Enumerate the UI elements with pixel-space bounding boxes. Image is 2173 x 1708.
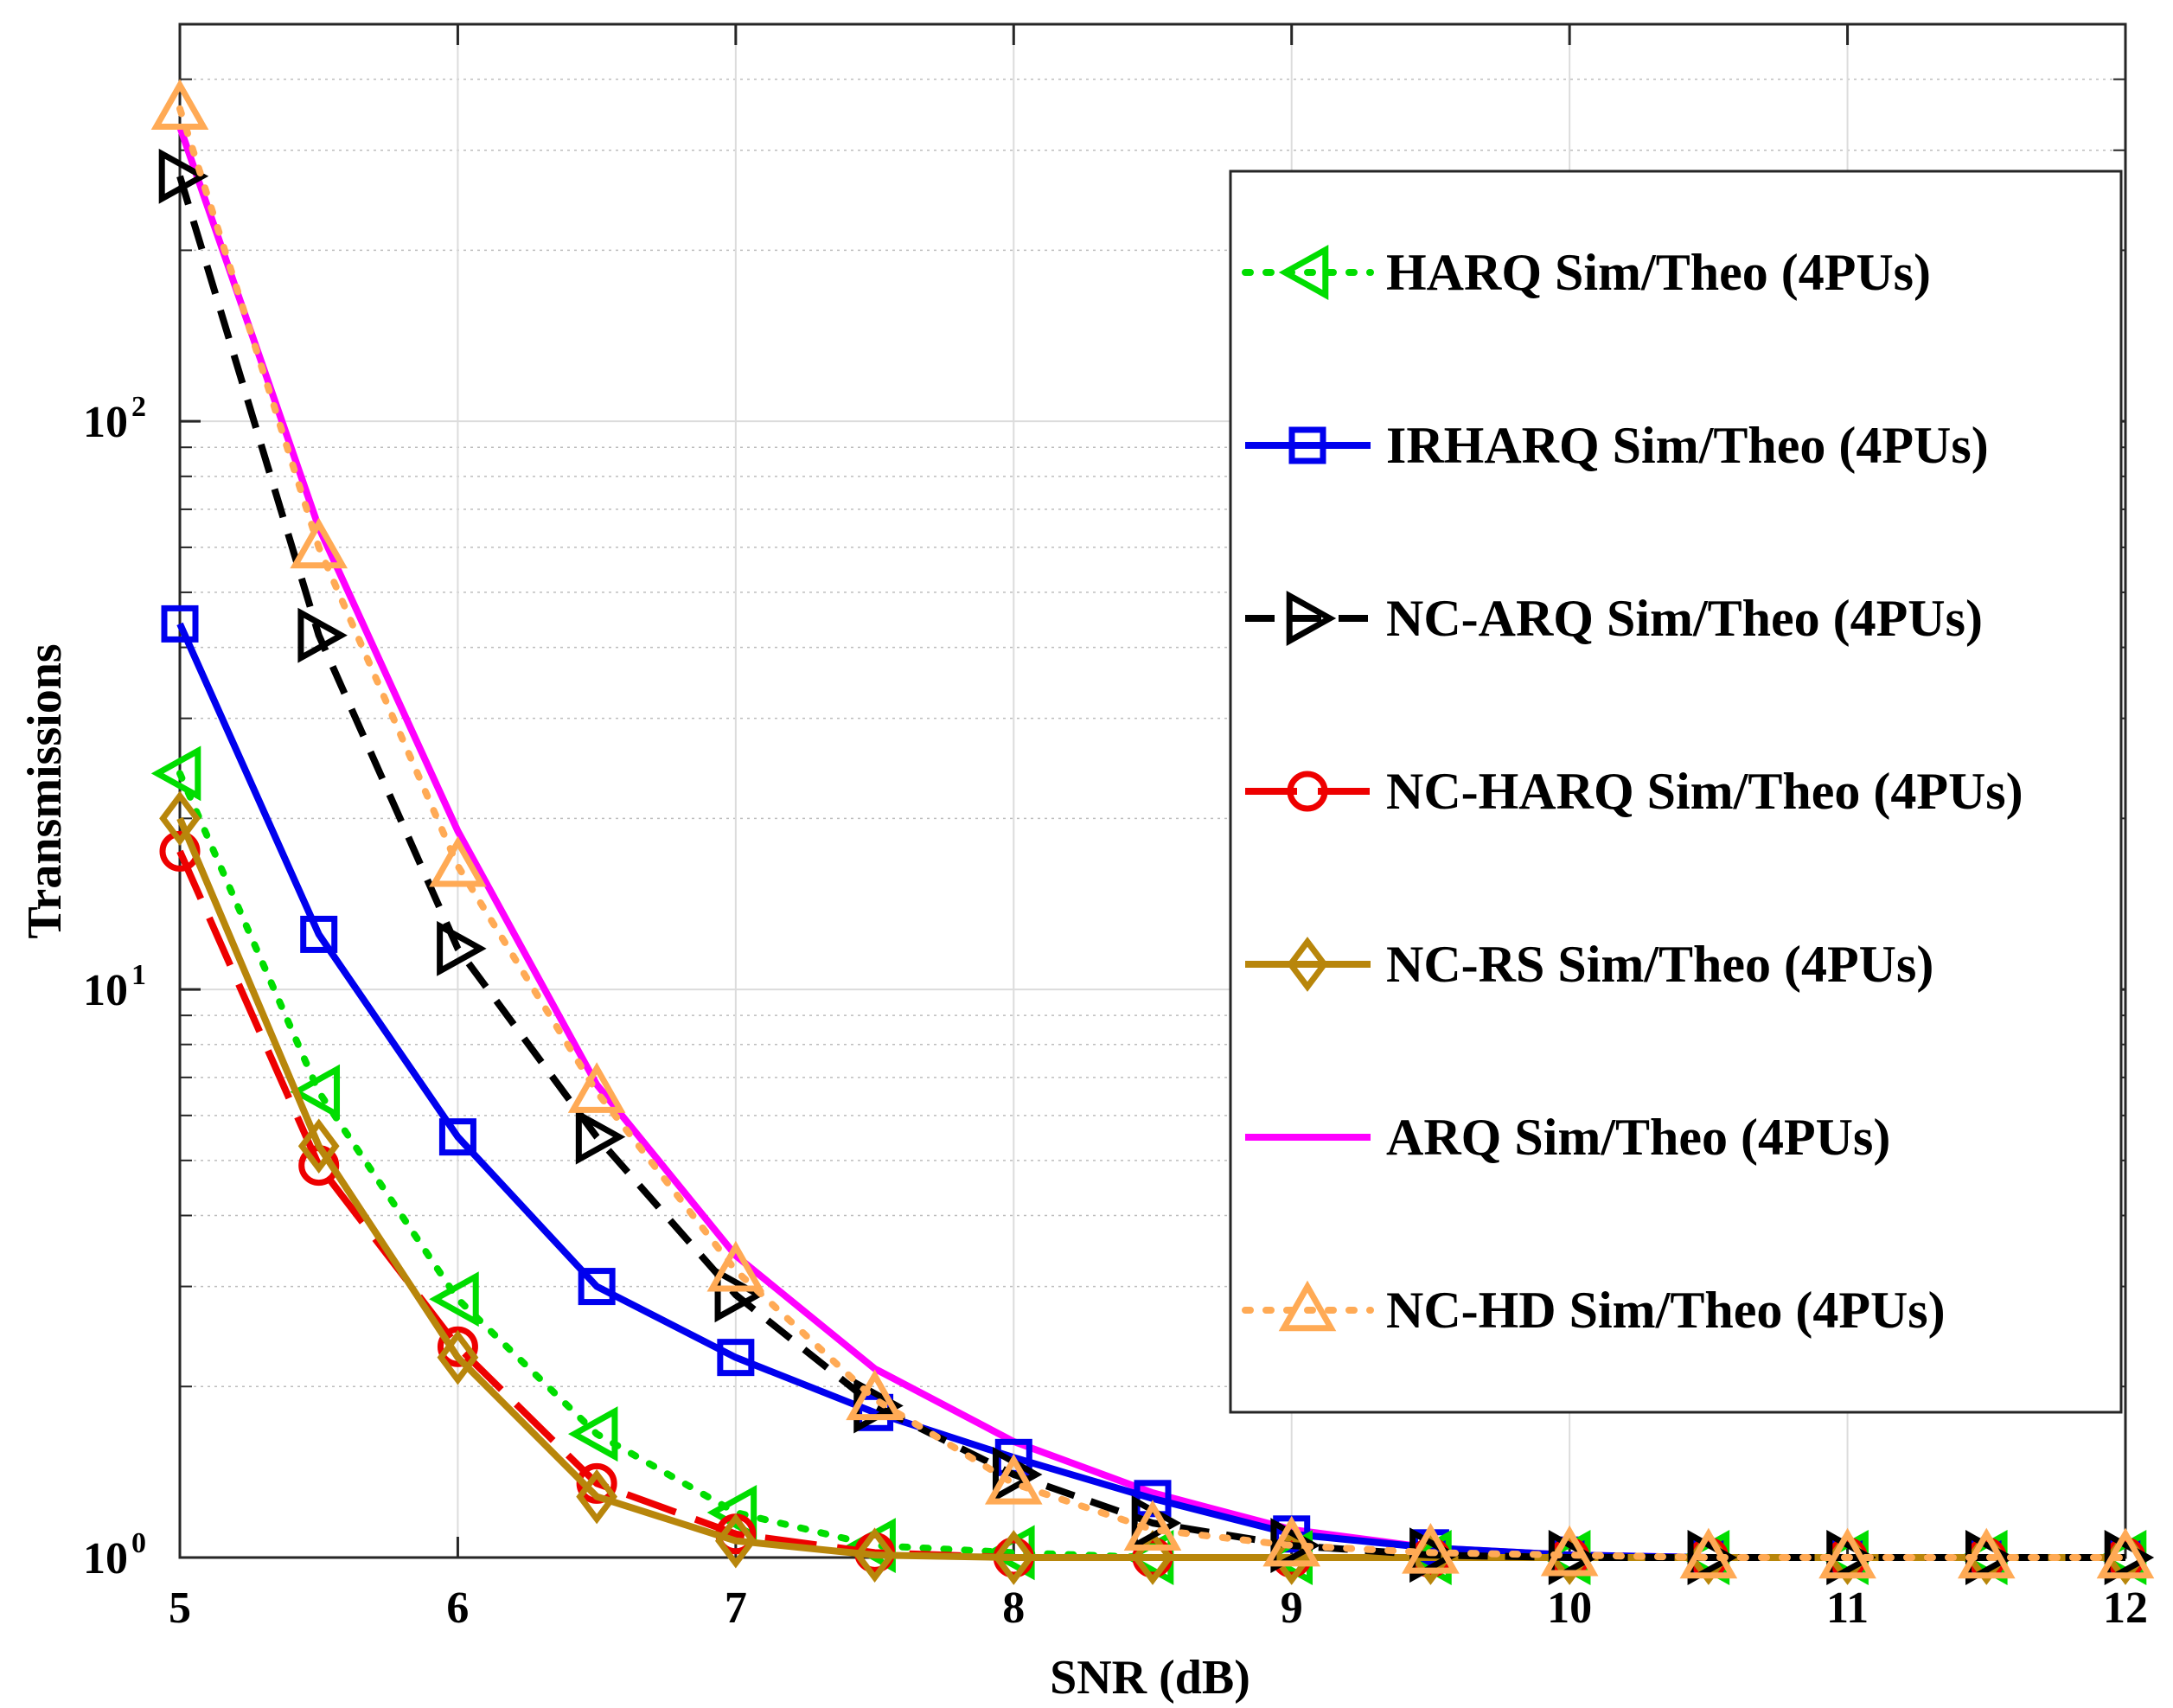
data-point-marker [2096, 1527, 2155, 1579]
x-tick-label: 9 [1281, 1583, 1303, 1633]
data-point-marker [1123, 1500, 1182, 1551]
x-tick-label: 6 [446, 1583, 469, 1633]
data-point-marker [993, 1530, 1035, 1585]
y-tick-exponent: 2 [131, 391, 146, 423]
legend-marker-sample [1288, 426, 1326, 464]
legend-entry: HARQ Sim/Theo (4PUs) [1242, 244, 1931, 301]
x-tick-label: 10 [1547, 1583, 1592, 1633]
data-point-marker [1540, 1525, 1599, 1577]
data-point-marker [714, 1267, 765, 1323]
legend-entry: NC-HD Sim/Theo (4PUs) [1242, 1280, 1946, 1339]
legend-entry: NC-HARQ Sim/Theo (4PUs) [1245, 763, 2023, 820]
legend-label: NC-HARQ Sim/Theo (4PUs) [1386, 763, 2023, 820]
data-point-marker [575, 1109, 626, 1165]
legend-label: ARQ Sim/Theo (4PUs) [1386, 1109, 1890, 1166]
x-tick-label: 12 [2103, 1583, 2148, 1633]
legend-entry: IRHARQ Sim/Theo (4PUs) [1245, 417, 1989, 474]
y-tick-label: 10 [83, 1534, 128, 1583]
data-point-marker [290, 517, 348, 569]
legend-marker-sample [1278, 1280, 1337, 1332]
legend-box [1229, 170, 2123, 1414]
data-point-marker [984, 1453, 1043, 1505]
y-tick-exponent: 1 [131, 959, 146, 991]
data-point-marker [576, 1468, 618, 1525]
legend-entry: NC-ARQ Sim/Theo (4PUs) [1245, 590, 1983, 647]
data-point-marker [1818, 1527, 1876, 1579]
x-tick-label: 7 [725, 1583, 747, 1633]
data-point-marker [846, 1369, 904, 1421]
data-point-marker [150, 79, 209, 131]
data-series [150, 79, 2155, 1585]
data-point-marker [714, 1513, 757, 1569]
x-axis-title: SNR (dB) [1050, 1651, 1250, 1705]
data-point-marker [429, 1271, 479, 1327]
data-point-marker [159, 790, 201, 847]
data-point-marker [437, 1329, 479, 1385]
legend-entry: ARQ Sim/Theo (4PUs) [1245, 1109, 1890, 1166]
data-point-marker [1402, 1522, 1460, 1574]
legend-entry: NC-RS Sim/Theo (4PUs) [1245, 936, 1933, 993]
data-point-marker [1957, 1527, 2016, 1579]
data-point-marker [150, 745, 201, 802]
data-point-marker [300, 915, 338, 953]
legend-marker-sample [1287, 771, 1328, 812]
legend: HARQ Sim/Theo (4PUs) IRHARQ Sim/Theo (4PU… [1229, 170, 2123, 1414]
data-point-marker [437, 1326, 478, 1367]
x-tick-label: 5 [169, 1583, 191, 1633]
legend-marker-sample [1287, 937, 1328, 992]
legend-label: NC-ARQ Sim/Theo (4PUs) [1386, 590, 1983, 647]
data-point-marker [438, 1118, 476, 1156]
data-point-marker [161, 605, 199, 643]
data-point-marker [578, 1268, 616, 1306]
y-tick-exponent: 0 [131, 1527, 146, 1559]
y-tick-label: 10 [83, 966, 128, 1015]
data-point-marker [567, 1406, 618, 1462]
legend-marker-sample [1286, 591, 1337, 646]
data-point-marker [429, 835, 487, 887]
y-axis-title: Transmissions [18, 643, 72, 938]
legend-label: IRHARQ Sim/Theo (4PUs) [1386, 417, 1989, 474]
legend-marker-sample [1278, 245, 1329, 300]
data-point-marker [717, 1339, 755, 1377]
data-point-marker [437, 920, 487, 976]
data-point-marker [290, 1064, 341, 1120]
tick-labels: 10 010 110 25 6 7 8 9 10 11 12 [83, 391, 2148, 1633]
series-line [176, 105, 2129, 1561]
data-point-marker [297, 1118, 340, 1174]
y-tick-label: 10 [83, 398, 128, 447]
legend-label: NC-HD Sim/Theo (4PUs) [1386, 1282, 1946, 1339]
data-point-marker [2104, 1530, 2155, 1585]
legend-label: NC-RS Sim/Theo (4PUs) [1386, 936, 1933, 993]
x-tick-label: 8 [1002, 1583, 1025, 1633]
data-point-marker [297, 607, 348, 663]
data-point-marker [1270, 1518, 1320, 1574]
data-point-marker [158, 148, 209, 204]
data-point-marker [567, 1062, 626, 1113]
series-nc-hd [150, 79, 2155, 1579]
x-tick-label: 11 [1826, 1583, 1869, 1633]
data-point-marker [853, 1527, 896, 1583]
data-point-marker [1679, 1527, 1738, 1579]
data-point-marker [1687, 1530, 1738, 1585]
data-point-marker [1262, 1515, 1321, 1567]
data-point-marker [706, 1240, 765, 1292]
legend-label: HARQ Sim/Theo (4PUs) [1386, 244, 1931, 301]
